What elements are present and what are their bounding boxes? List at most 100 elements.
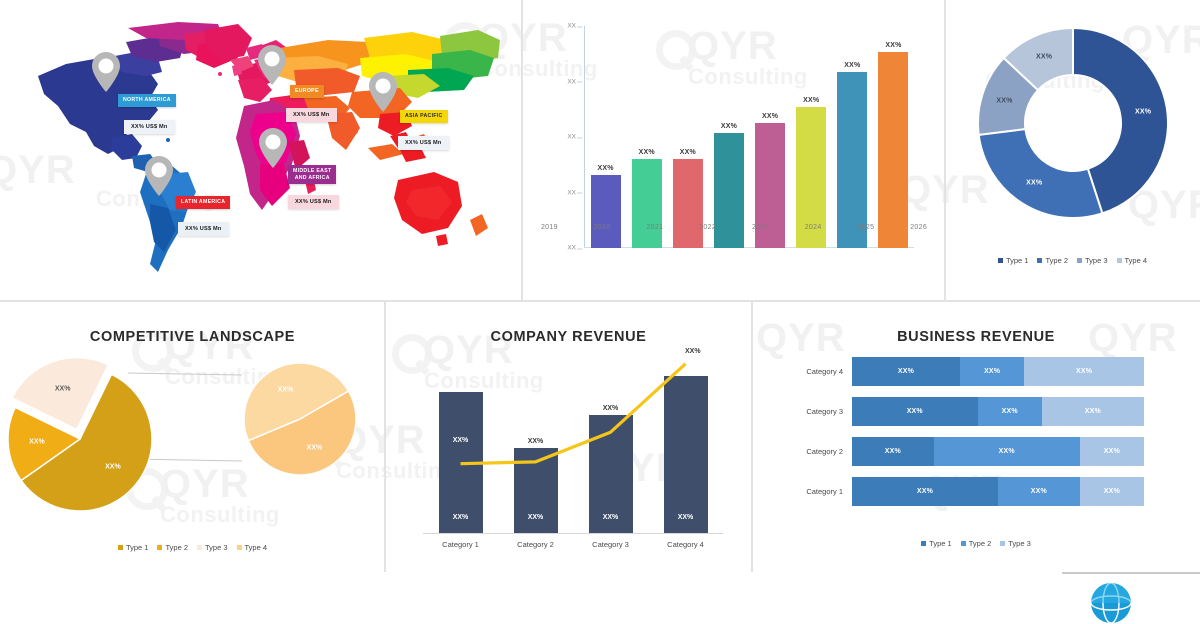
- business-revenue-segment[interactable]: XX%: [998, 477, 1080, 506]
- legend-swatch-icon: [236, 545, 242, 550]
- revenue-x-axis: [423, 533, 723, 534]
- business-revenue-segment[interactable]: XX%: [852, 437, 934, 466]
- legend-item[interactable]: Type 2: [960, 539, 991, 548]
- legend-item[interactable]: Type 2: [1037, 256, 1068, 265]
- legend-item[interactable]: Type 3: [1077, 256, 1108, 265]
- business-revenue-segment[interactable]: XX%: [1024, 357, 1144, 386]
- donut-slice[interactable]: [977, 127, 1104, 219]
- x-tick-label: 2019: [540, 224, 558, 231]
- x-tick-label: 2026: [910, 224, 928, 231]
- bar-column[interactable]: XX%: [585, 26, 626, 248]
- legend-label: Type 4: [1124, 256, 1148, 265]
- business-revenue-segment[interactable]: XX%: [1079, 477, 1144, 506]
- business-revenue-segment[interactable]: XX%: [852, 397, 978, 426]
- legend-item[interactable]: Type 4: [1116, 256, 1148, 265]
- bar-value-label: XX%: [720, 122, 738, 130]
- divider-vertical-rev-bus: [751, 302, 753, 572]
- competitive-landscape-legend: Type 1 Type 2 Type 3 Type 4: [0, 543, 385, 552]
- business-revenue-stacked-bar: XX% XX% XX%: [852, 477, 1144, 506]
- pie-slice[interactable]: [7, 406, 82, 482]
- revenue-bar-rect: XX%: [663, 375, 708, 533]
- market-forecast-panel: XX XX XX XX XX XX% XX% XX% XX% XX% XX% XX% XX% 2019…: [522, 0, 945, 300]
- pie-slice-secondary[interactable]: [243, 362, 350, 442]
- y-tick-label: XX: [567, 78, 584, 85]
- legend-label: Type 4: [244, 543, 268, 552]
- donut-slice[interactable]: [1001, 26, 1074, 92]
- map-pin-asia-pacific[interactable]: [369, 72, 397, 112]
- business-revenue-panel: BUSINESS REVENUE Category 4 XX% XX% XX% Cate…: [752, 301, 1200, 600]
- legend-label: Type 1: [929, 539, 952, 548]
- x-tick-label: 2025: [857, 224, 875, 231]
- bar-series: XX% XX% XX% XX% XX% XX% XX% XX%: [585, 26, 914, 248]
- map-value-asia-pacific: XX% US$ Mn: [398, 136, 449, 150]
- business-revenue-segment[interactable]: XX%: [933, 437, 1080, 466]
- bar-column[interactable]: XX%: [750, 26, 791, 248]
- map-value-europe: XX% US$ Mn: [286, 108, 337, 122]
- legend-label: Type 3: [205, 543, 228, 552]
- donut-svg: [976, 26, 1169, 219]
- legend-item[interactable]: Type 3: [1000, 539, 1031, 548]
- bar-rect: [672, 159, 703, 248]
- x-tick-label: 2020: [593, 224, 611, 231]
- x-tick-label: 2023: [751, 224, 769, 231]
- map-pin-middle-east-africa[interactable]: [259, 128, 287, 168]
- bar-column[interactable]: XX%: [667, 26, 708, 248]
- donut-slice[interactable]: [1071, 26, 1169, 215]
- map-pin-latin-america[interactable]: [145, 156, 173, 196]
- business-revenue-category-label: Category 4: [806, 367, 843, 376]
- x-tick-label: 2024: [804, 224, 822, 231]
- revenue-bar-column[interactable]: XX% XX%: [498, 349, 573, 533]
- divider-vertical-bar-donut: [944, 0, 946, 300]
- pie-connector: [127, 372, 243, 376]
- business-revenue-segment[interactable]: XX%: [960, 357, 1025, 386]
- legend-item[interactable]: Type 4: [236, 543, 268, 552]
- revenue-bar-inside-label: XX%: [527, 514, 544, 521]
- map-pin-europe[interactable]: [258, 45, 286, 85]
- x-tick-labels: 2019 2020 2021 2022 2023 2024 2025 2026: [523, 224, 945, 231]
- legend-item[interactable]: Type 1: [997, 256, 1028, 265]
- divider-horizontal: [0, 300, 1200, 302]
- bar-value-label: XX%: [885, 42, 902, 50]
- bar-column[interactable]: XX%: [791, 26, 832, 248]
- competitive-landscape-chart: XX% XX% XX% XX% XX%: [0, 347, 385, 537]
- donut-slice-label: XX%: [996, 97, 1013, 105]
- legend-item[interactable]: Type 3: [197, 543, 228, 552]
- bar-rect: [631, 159, 662, 248]
- business-revenue-segment[interactable]: XX%: [1041, 397, 1144, 426]
- bar-column[interactable]: XX%: [708, 26, 749, 248]
- regional-map-panel: NORTH AMERICA XX% US$ Mn EUROPE XX% US$ …: [0, 0, 522, 300]
- map-pin-north-america[interactable]: [92, 52, 120, 92]
- revenue-x-tick-label: Category 3: [592, 540, 629, 549]
- legend-item[interactable]: Type 1: [117, 543, 148, 552]
- bar-column[interactable]: XX%: [626, 26, 667, 248]
- y-axis: [584, 26, 585, 248]
- legend-item[interactable]: Type 1: [921, 539, 952, 548]
- business-revenue-segment[interactable]: XX%: [852, 477, 998, 506]
- bar-column[interactable]: XX%: [873, 26, 914, 248]
- business-revenue-segment[interactable]: XX%: [1079, 437, 1144, 466]
- revenue-bar-column[interactable]: XX% XX%: [423, 349, 498, 533]
- business-revenue-segment[interactable]: XX%: [977, 397, 1042, 426]
- legend-label: Type 3: [1008, 539, 1031, 548]
- bar-value-label: XX%: [761, 112, 779, 120]
- revenue-bar-column[interactable]: XX%: [648, 349, 723, 533]
- legend-swatch-icon: [1077, 258, 1082, 263]
- bar-column[interactable]: XX%: [832, 26, 873, 248]
- bar-value-label: XX%: [803, 96, 820, 104]
- business-revenue-segment[interactable]: XX%: [852, 357, 961, 386]
- legend-label: Type 2: [165, 543, 188, 552]
- revenue-bar-top-label: XX%: [527, 437, 544, 445]
- revenue-x-tick-label: Category 4: [667, 540, 704, 549]
- pie-slice[interactable]: [20, 373, 153, 512]
- legend-swatch-icon: [157, 545, 163, 550]
- type-share-donut: XX% XX% XX% XX%: [968, 18, 1178, 228]
- legend-swatch-icon: [1000, 541, 1006, 546]
- footer-rule: [1062, 572, 1200, 574]
- map-label-middle-east-africa: MIDDLE EAST AND AFRICA: [288, 165, 337, 184]
- map-value-middle-east-africa: XX% US$ Mn: [288, 195, 339, 209]
- legend-item[interactable]: Type 2: [157, 543, 188, 552]
- revenue-bar-column[interactable]: XX% XX%: [573, 349, 648, 533]
- business-revenue-category-label: Category 3: [806, 407, 843, 416]
- revenue-trend-label: XX%: [685, 347, 701, 355]
- pie-slice[interactable]: [11, 356, 110, 431]
